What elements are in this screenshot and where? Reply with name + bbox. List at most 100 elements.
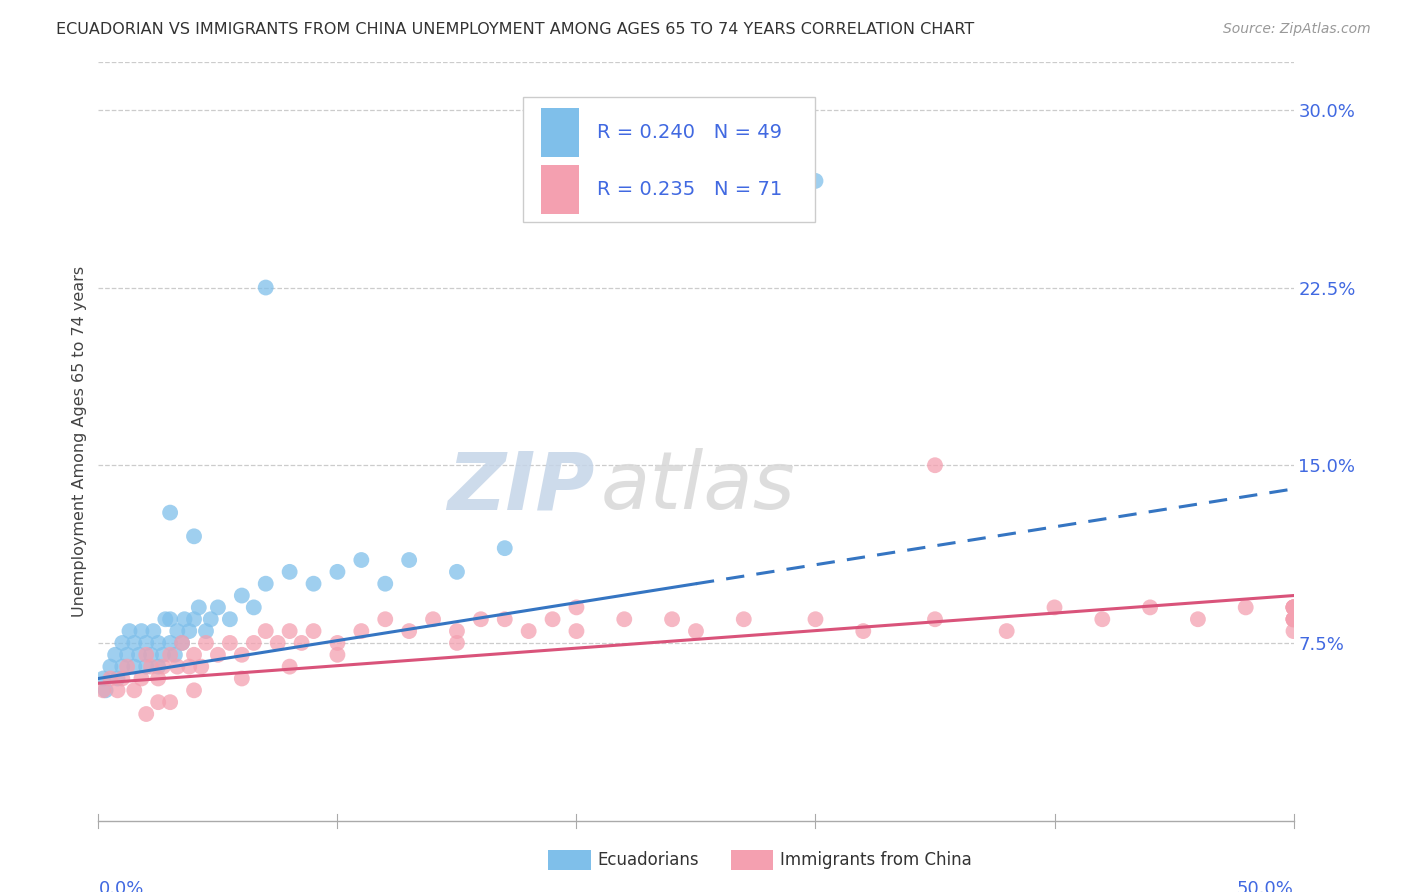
Point bbox=[350, 624, 373, 639]
Point bbox=[494, 541, 516, 556]
Point bbox=[135, 636, 157, 650]
Point bbox=[135, 706, 157, 721]
Point bbox=[1282, 600, 1305, 615]
Point bbox=[302, 624, 325, 639]
Point bbox=[1091, 612, 1114, 626]
Text: R = 0.235   N = 71: R = 0.235 N = 71 bbox=[596, 180, 782, 199]
Point bbox=[152, 648, 174, 662]
Point bbox=[115, 659, 138, 673]
Point bbox=[278, 624, 301, 639]
Point bbox=[135, 659, 157, 673]
Point bbox=[1282, 600, 1305, 615]
Text: Source: ZipAtlas.com: Source: ZipAtlas.com bbox=[1223, 22, 1371, 37]
Point bbox=[124, 659, 146, 673]
Point bbox=[1282, 612, 1305, 626]
Point bbox=[231, 589, 253, 603]
Point bbox=[243, 636, 266, 650]
Point bbox=[446, 636, 468, 650]
FancyBboxPatch shape bbox=[541, 108, 579, 157]
Point bbox=[1282, 624, 1305, 639]
Point bbox=[111, 672, 134, 686]
Point bbox=[1282, 600, 1305, 615]
Point bbox=[118, 624, 141, 639]
Point bbox=[131, 672, 153, 686]
Point bbox=[995, 624, 1018, 639]
Point bbox=[148, 659, 170, 673]
Point bbox=[1282, 612, 1305, 626]
Point bbox=[398, 553, 420, 567]
Point bbox=[254, 624, 277, 639]
Point bbox=[326, 565, 349, 579]
Point bbox=[219, 636, 242, 650]
Point bbox=[852, 624, 875, 639]
Text: Ecuadorians: Ecuadorians bbox=[598, 851, 699, 869]
Point bbox=[183, 612, 205, 626]
Point bbox=[278, 565, 301, 579]
Point bbox=[517, 624, 540, 639]
Point bbox=[374, 612, 396, 626]
Point bbox=[254, 576, 277, 591]
Point bbox=[139, 659, 162, 673]
Point bbox=[159, 612, 181, 626]
Point bbox=[183, 529, 205, 543]
Point bbox=[1282, 612, 1305, 626]
Point bbox=[124, 683, 146, 698]
Point bbox=[135, 648, 157, 662]
Point bbox=[231, 672, 253, 686]
Point bbox=[1234, 600, 1257, 615]
Point bbox=[446, 624, 468, 639]
Point bbox=[148, 695, 170, 709]
Point bbox=[131, 624, 153, 639]
Point bbox=[326, 636, 349, 650]
Point bbox=[155, 612, 177, 626]
Point bbox=[163, 648, 186, 662]
Point bbox=[172, 636, 194, 650]
Point bbox=[254, 280, 277, 294]
Point bbox=[924, 612, 946, 626]
FancyBboxPatch shape bbox=[523, 96, 815, 221]
Point bbox=[1282, 612, 1305, 626]
Point bbox=[195, 624, 218, 639]
Point bbox=[924, 458, 946, 473]
Y-axis label: Unemployment Among Ages 65 to 74 years: Unemployment Among Ages 65 to 74 years bbox=[72, 266, 87, 617]
Point bbox=[243, 600, 266, 615]
Text: ECUADORIAN VS IMMIGRANTS FROM CHINA UNEMPLOYMENT AMONG AGES 65 TO 74 YEARS CORRE: ECUADORIAN VS IMMIGRANTS FROM CHINA UNEM… bbox=[56, 22, 974, 37]
Point bbox=[173, 612, 195, 626]
Point bbox=[733, 612, 755, 626]
Point bbox=[111, 636, 134, 650]
Point bbox=[613, 612, 636, 626]
Point bbox=[159, 506, 181, 520]
Point bbox=[374, 576, 396, 591]
Point bbox=[91, 672, 114, 686]
Point bbox=[661, 612, 683, 626]
Point bbox=[183, 683, 205, 698]
Point bbox=[179, 624, 201, 639]
Point bbox=[152, 659, 174, 673]
Point bbox=[139, 648, 162, 662]
Point bbox=[115, 648, 138, 662]
Point bbox=[291, 636, 314, 650]
Point bbox=[565, 600, 588, 615]
Point bbox=[107, 683, 129, 698]
Point bbox=[124, 636, 146, 650]
Point bbox=[148, 672, 170, 686]
Text: ZIP: ZIP bbox=[447, 448, 595, 526]
Point bbox=[565, 624, 588, 639]
Point bbox=[166, 624, 188, 639]
Point bbox=[398, 624, 420, 639]
Point bbox=[1139, 600, 1161, 615]
Point bbox=[142, 624, 165, 639]
Point bbox=[148, 636, 170, 650]
Point bbox=[470, 612, 492, 626]
Text: R = 0.240   N = 49: R = 0.240 N = 49 bbox=[596, 123, 782, 142]
Text: Immigrants from China: Immigrants from China bbox=[780, 851, 972, 869]
Point bbox=[804, 612, 827, 626]
Point bbox=[190, 659, 212, 673]
Point bbox=[422, 612, 444, 626]
Point bbox=[183, 648, 205, 662]
Point bbox=[350, 553, 373, 567]
Point bbox=[804, 174, 827, 188]
Point bbox=[172, 636, 194, 650]
Point bbox=[446, 565, 468, 579]
Point bbox=[107, 672, 129, 686]
